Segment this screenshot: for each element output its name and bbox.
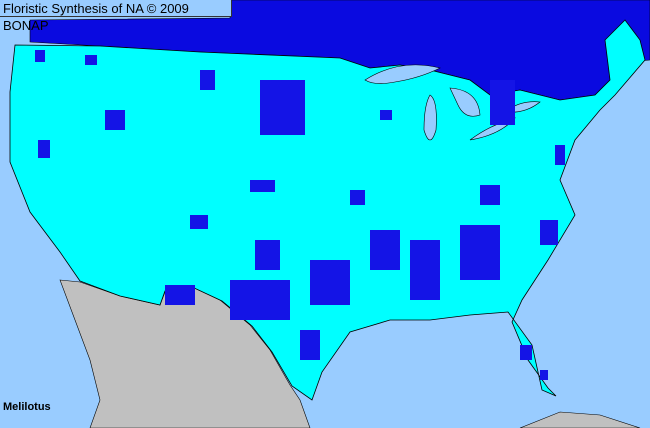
county-mark bbox=[200, 70, 215, 90]
county-mark bbox=[540, 370, 548, 380]
county-mark bbox=[520, 345, 532, 360]
county-mark bbox=[255, 240, 280, 270]
county-mark bbox=[460, 225, 500, 280]
lake-superior bbox=[364, 64, 441, 84]
county-mark bbox=[480, 185, 500, 205]
county-mark bbox=[555, 145, 565, 165]
county-mark bbox=[85, 55, 97, 65]
county-mark bbox=[260, 80, 305, 135]
county-mark bbox=[230, 280, 290, 320]
taxon-label: Melilotus bbox=[3, 401, 51, 413]
map-title: Floristic Synthesis of NA © 2009 BONAP bbox=[0, 0, 232, 33]
county-mark bbox=[380, 110, 392, 120]
county-mark bbox=[38, 140, 50, 158]
cuba-region bbox=[519, 411, 641, 428]
lake-huron bbox=[449, 87, 481, 117]
county-mark bbox=[540, 220, 558, 245]
county-mark bbox=[300, 330, 320, 360]
county-mark bbox=[105, 110, 125, 130]
county-mark bbox=[250, 180, 275, 192]
county-mark bbox=[490, 80, 515, 125]
lake-michigan bbox=[423, 94, 437, 141]
county-mark bbox=[310, 260, 350, 305]
county-mark bbox=[370, 230, 400, 270]
county-occurrence-marks bbox=[35, 50, 565, 380]
county-mark bbox=[190, 215, 208, 229]
county-mark bbox=[410, 240, 440, 300]
county-mark bbox=[35, 50, 45, 62]
county-mark bbox=[350, 190, 365, 205]
county-mark bbox=[165, 285, 195, 305]
